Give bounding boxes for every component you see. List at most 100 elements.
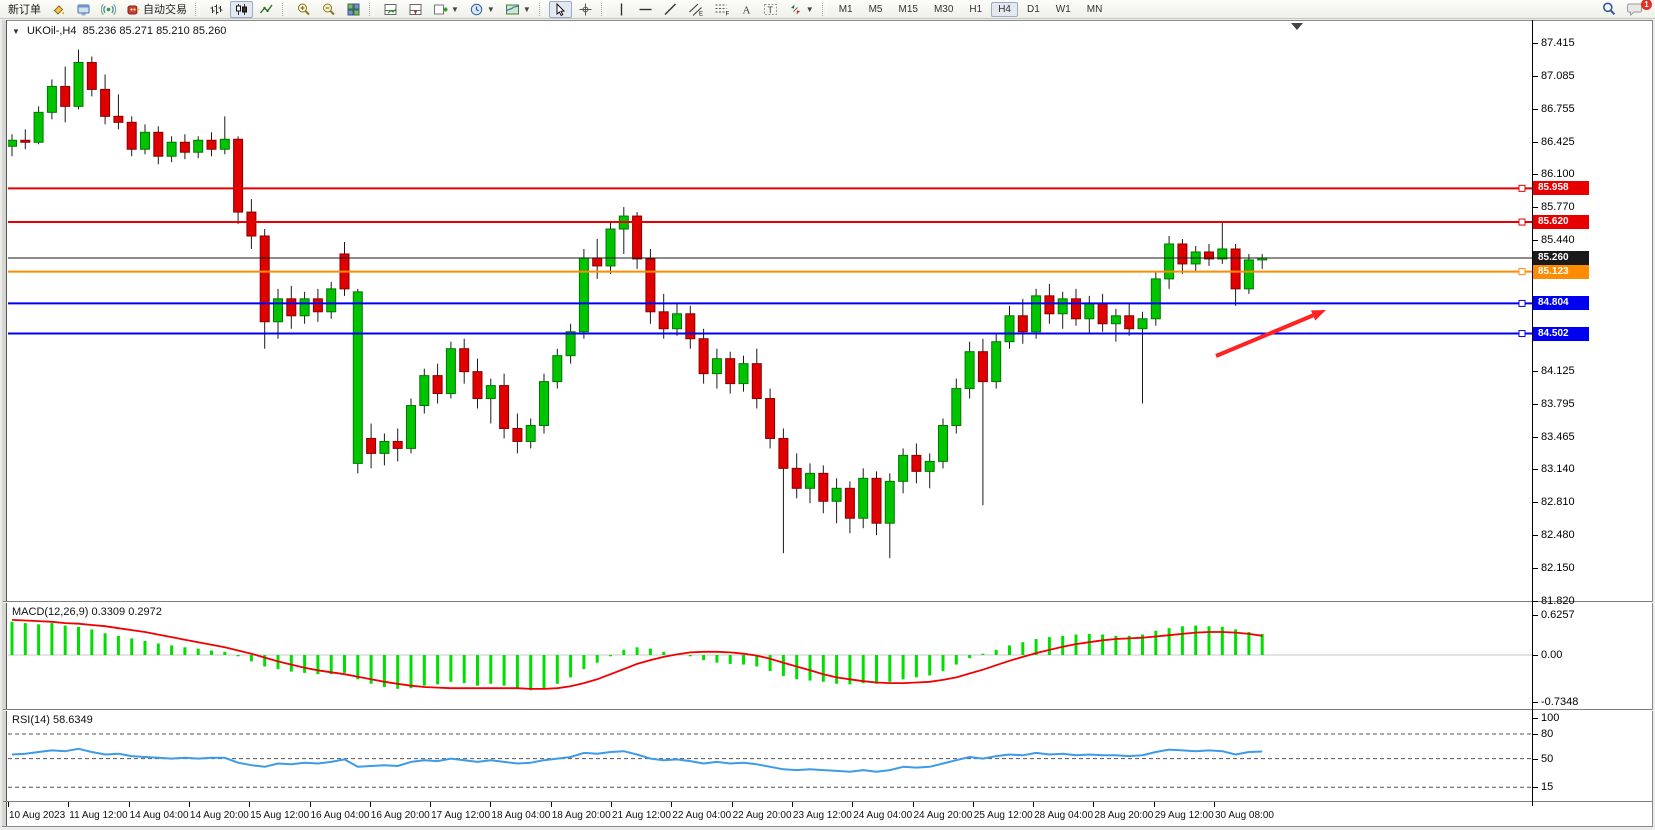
time-tick-label: 23 Aug 12:00 [792, 810, 852, 821]
fibonacci-button[interactable]: F [710, 1, 734, 18]
candle-body [1097, 303, 1108, 325]
macd-histogram-bar [688, 655, 692, 657]
indicator-window-list-button[interactable] [404, 1, 427, 18]
time-tick [791, 802, 793, 807]
add-indicator-button[interactable]: ▼ [429, 1, 463, 18]
timeframe-mn[interactable]: MN [1086, 3, 1103, 15]
candle-body [1137, 318, 1148, 330]
terminal-window-icon[interactable] [72, 1, 95, 18]
vertical-line-button[interactable] [611, 1, 632, 18]
time-tick-label: 24 Aug 20:00 [913, 810, 973, 821]
macd-histogram-bar [103, 633, 107, 655]
candle-body [406, 405, 416, 449]
paint-bucket-icon[interactable] [47, 1, 70, 18]
line-anchor-marker[interactable] [1518, 218, 1526, 226]
line-chart-button[interactable] [255, 1, 278, 18]
macd-histogram-bar [595, 655, 599, 663]
panel-separator[interactable] [3, 709, 1653, 710]
level-price-badge: 84.502 [1533, 326, 1589, 341]
svg-text:F: F [725, 11, 729, 17]
macd-histogram-bar [1047, 637, 1051, 655]
arrows-object-button[interactable]: ▼ [784, 1, 818, 18]
timeframe-m5[interactable]: M5 [868, 3, 883, 15]
time-tick [309, 802, 311, 807]
timeframe-m30[interactable]: M30 [933, 3, 954, 15]
rsi-axis-label: 80 [1541, 728, 1554, 740]
equidistant-channel-button[interactable]: E [684, 1, 708, 18]
timeframe-w1[interactable]: W1 [1055, 3, 1071, 15]
time-tick-label: 15 Aug 12:00 [250, 810, 310, 821]
tile-windows-button[interactable] [342, 1, 365, 18]
timeframe-d1[interactable]: D1 [1027, 3, 1040, 15]
chart-profile-button[interactable]: ▼ [501, 1, 535, 18]
rsi-axis-tick [1533, 734, 1538, 735]
indicator-window-add-button[interactable] [379, 1, 402, 18]
annotation-arrow-head[interactable] [1310, 310, 1326, 321]
macd-histogram-bar [170, 645, 174, 655]
timeframe-h4[interactable]: H4 [991, 1, 1018, 17]
candle-body [1017, 315, 1028, 333]
window-left-splitter[interactable] [2, 20, 7, 826]
time-tick [128, 802, 130, 807]
crosshair-button[interactable] [574, 1, 597, 18]
new-order-button[interactable]: 新订单 [4, 1, 45, 18]
macd-histogram-bar [648, 648, 652, 655]
toolbar: 新订单 自动交易 ▼ ▼ ▼ E F A T ▼ M1 M5 M15 M30 H1 [0, 0, 1655, 19]
line-anchor-marker[interactable] [1518, 330, 1526, 338]
clock-period-button[interactable]: ▼ [465, 1, 499, 18]
auto-trading-button[interactable]: 自动交易 [122, 1, 191, 18]
level-price-badge: 85.620 [1533, 215, 1589, 230]
candlestick-chart-button[interactable] [230, 0, 253, 18]
chat-notifications-button[interactable]: 1 [1623, 0, 1652, 18]
text-label-button[interactable]: T [759, 1, 782, 18]
macd-histogram-bar [382, 655, 386, 687]
collapse-triangle-icon[interactable]: ▼ [12, 27, 20, 36]
search-icon[interactable] [1597, 1, 1621, 18]
trendline-button[interactable] [659, 1, 682, 18]
timeframe-h1[interactable]: H1 [969, 3, 983, 15]
horizontal-line-button[interactable] [634, 1, 657, 18]
time-tick-label: 16 Aug 04:00 [310, 810, 370, 821]
macd-histogram-bar [183, 647, 187, 655]
price-tick-label: 85.770 [1541, 201, 1575, 214]
rsi-axis-tick [1533, 758, 1538, 760]
macd-histogram-bar [1008, 645, 1011, 655]
macd-histogram-bar [808, 655, 812, 681]
candle-body [698, 338, 709, 375]
macd-indicator-plot[interactable] [8, 603, 1532, 709]
price-tick-label: 81.820 [1541, 595, 1575, 607]
bar-chart-button[interactable] [205, 1, 228, 18]
timeframe-m15[interactable]: M15 [898, 3, 918, 15]
candle-body [605, 228, 616, 267]
line-anchor-marker[interactable] [1518, 299, 1526, 307]
candle-body [1004, 315, 1015, 343]
timeframe-m1[interactable]: M1 [838, 3, 853, 15]
candle-body [286, 298, 297, 317]
panel-separator [3, 801, 1653, 802]
price-chart-plot[interactable] [8, 20, 1532, 601]
cursor-button[interactable] [548, 0, 572, 18]
panel-separator[interactable] [3, 601, 1653, 602]
price-tick-label: 86.755 [1541, 102, 1575, 115]
macd-axis-tick [1533, 701, 1538, 703]
line-anchor-marker[interactable] [1518, 184, 1526, 192]
rsi-indicator-plot[interactable] [8, 711, 1532, 801]
macd-histogram-bar [875, 655, 878, 684]
macd-histogram-bar [1114, 635, 1118, 655]
candle-body [871, 477, 882, 524]
signal-icon[interactable] [97, 1, 120, 18]
candle-body [432, 375, 443, 395]
level-price-badge: 85.123 [1533, 264, 1589, 279]
zoom-in-button[interactable] [292, 1, 315, 18]
macd-histogram-bar [781, 655, 785, 677]
candle-body [658, 311, 669, 330]
annotation-arrow[interactable] [1215, 313, 1314, 358]
candle-body [499, 385, 510, 429]
candle-body [938, 424, 948, 462]
candle-body [1084, 303, 1095, 320]
line-anchor-marker[interactable] [1518, 268, 1526, 276]
text-button[interactable]: A [736, 1, 757, 18]
chart-shift-marker-icon[interactable] [1291, 23, 1303, 30]
zoom-out-button[interactable] [317, 1, 340, 18]
macd-histogram-bar [1141, 634, 1144, 655]
